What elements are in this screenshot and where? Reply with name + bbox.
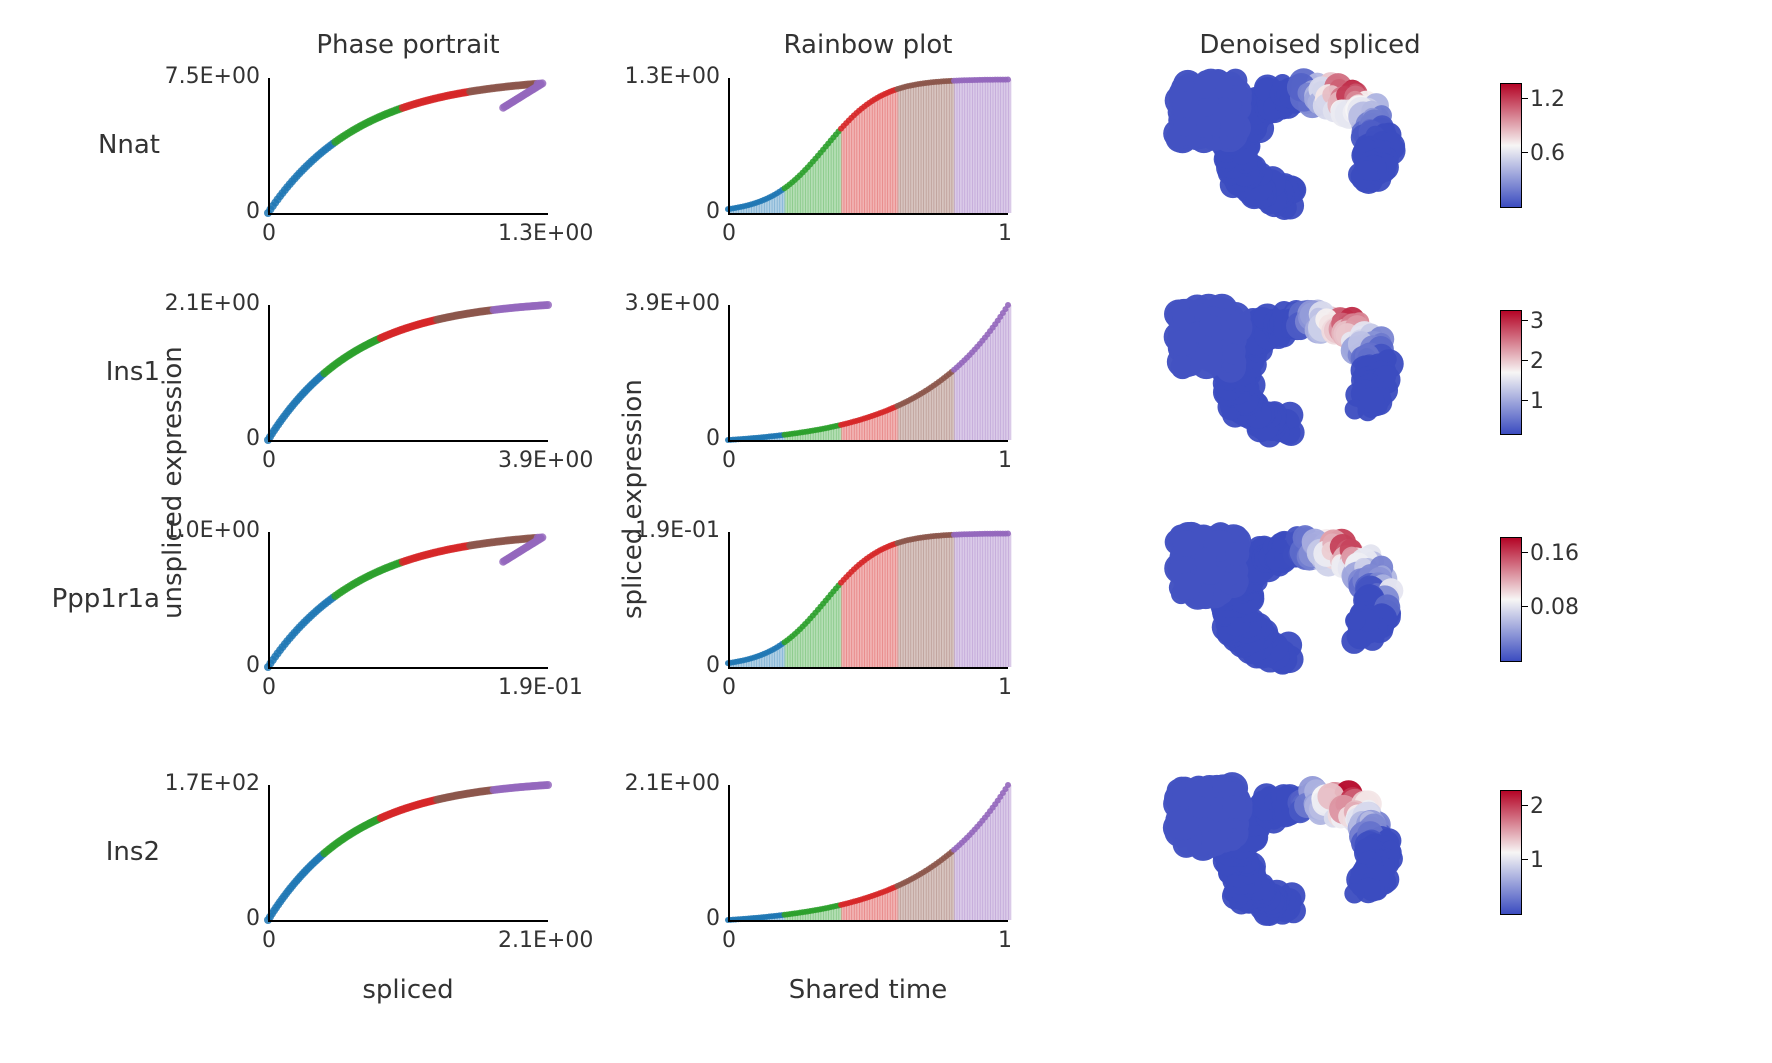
y-axis xyxy=(728,785,730,920)
colorbar-tickmark xyxy=(1522,606,1528,607)
ytick-max: 1.3E+00 xyxy=(625,64,720,89)
colorbar xyxy=(1500,790,1522,914)
xtick-max: 1.9E-01 xyxy=(498,675,583,700)
column-title: Rainbow plot xyxy=(738,30,998,60)
colorbar-tickmark xyxy=(1522,400,1528,401)
ytick-max: 1.7E+02 xyxy=(165,771,260,796)
ytick-zero: 0 xyxy=(706,426,720,451)
umap-panel xyxy=(1150,285,1470,460)
y-axis xyxy=(268,305,270,440)
umap-panel xyxy=(1150,765,1470,940)
rainbow-panel xyxy=(728,785,1008,920)
colorbar-tickmark xyxy=(1522,805,1528,806)
ytick-zero: 0 xyxy=(706,906,720,931)
colorbar-tick: 0.6 xyxy=(1530,141,1565,166)
y-axis xyxy=(728,305,730,440)
x-axis xyxy=(268,440,548,442)
rainbow-panel xyxy=(728,305,1008,440)
colorbar-tickmark xyxy=(1522,360,1528,361)
ytick-zero: 0 xyxy=(706,653,720,678)
umap-panel xyxy=(1150,512,1470,687)
y-axis xyxy=(728,78,730,213)
xtick-zero: 0 xyxy=(262,221,276,246)
colorbar-tick: 0.16 xyxy=(1530,541,1579,566)
colorbar-tick: 1.2 xyxy=(1530,87,1565,112)
column-title: Phase portrait xyxy=(278,30,538,60)
colorbar-tick: 0.08 xyxy=(1530,595,1579,620)
ytick-zero: 0 xyxy=(246,653,260,678)
y-axis xyxy=(728,532,730,667)
ytick-max: 1.9E-01 xyxy=(635,518,720,543)
colorbar-tick: 2 xyxy=(1530,349,1544,374)
xtick-max: 3.9E+00 xyxy=(498,448,593,473)
xtick-zero: 0 xyxy=(722,221,736,246)
xtick-zero: 0 xyxy=(262,675,276,700)
ytick-zero: 0 xyxy=(246,199,260,224)
rainbow-panel xyxy=(728,532,1008,667)
x-axis xyxy=(268,667,548,669)
colorbar-tick: 1 xyxy=(1530,848,1544,873)
colorbar-tickmark xyxy=(1522,98,1528,99)
y-axis xyxy=(268,78,270,213)
y-axis xyxy=(268,532,270,667)
x-axis xyxy=(728,440,1008,442)
colorbar-tickmark xyxy=(1522,320,1528,321)
ytick-max: 3.9E+00 xyxy=(625,291,720,316)
y-axis xyxy=(268,785,270,920)
phase-panel xyxy=(268,78,548,213)
xtick-zero: 0 xyxy=(262,928,276,953)
xtick-one: 1 xyxy=(998,928,1012,953)
yaxis-label-rainbow: spliced expression xyxy=(618,379,648,619)
colorbar-tick: 3 xyxy=(1530,309,1544,334)
colorbar-tick: 1 xyxy=(1530,389,1544,414)
xtick-zero: 0 xyxy=(722,928,736,953)
colorbar xyxy=(1500,310,1522,434)
xaxis-label-phase: spliced xyxy=(348,975,468,1005)
ytick-max: 2.1E+00 xyxy=(625,771,720,796)
colorbar-tick: 2 xyxy=(1530,794,1544,819)
xtick-max: 2.1E+00 xyxy=(498,928,593,953)
x-axis xyxy=(268,920,548,922)
ytick-max: 7.5E+00 xyxy=(165,64,260,89)
yaxis-label-phase: unspliced expression xyxy=(158,346,188,619)
column-title: Denoised spliced xyxy=(1180,30,1440,60)
x-axis xyxy=(268,213,548,215)
xtick-one: 1 xyxy=(998,675,1012,700)
umap-panel xyxy=(1150,58,1470,233)
xtick-one: 1 xyxy=(998,448,1012,473)
row-label: Nnat xyxy=(40,130,160,160)
colorbar-tickmark xyxy=(1522,859,1528,860)
row-label: Ppp1r1a xyxy=(40,584,160,614)
x-axis xyxy=(728,920,1008,922)
row-label: Ins2 xyxy=(40,837,160,867)
phase-panel xyxy=(268,305,548,440)
x-axis xyxy=(728,667,1008,669)
rainbow-panel xyxy=(728,78,1008,213)
phase-panel xyxy=(268,532,548,667)
colorbar-tickmark xyxy=(1522,552,1528,553)
colorbar xyxy=(1500,537,1522,661)
ytick-zero: 0 xyxy=(706,199,720,224)
xaxis-label-rainbow: Shared time xyxy=(778,975,958,1005)
ytick-zero: 0 xyxy=(246,426,260,451)
xtick-zero: 0 xyxy=(722,675,736,700)
ytick-zero: 0 xyxy=(246,906,260,931)
ytick-max: 2.1E+00 xyxy=(165,291,260,316)
row-label: Ins1 xyxy=(40,357,160,387)
xtick-zero: 0 xyxy=(722,448,736,473)
xtick-max: 1.3E+00 xyxy=(498,221,593,246)
phase-panel xyxy=(268,785,548,920)
colorbar-tickmark xyxy=(1522,152,1528,153)
xtick-zero: 0 xyxy=(262,448,276,473)
x-axis xyxy=(728,213,1008,215)
colorbar xyxy=(1500,83,1522,207)
xtick-one: 1 xyxy=(998,221,1012,246)
ytick-max: 1.0E+00 xyxy=(165,518,260,543)
